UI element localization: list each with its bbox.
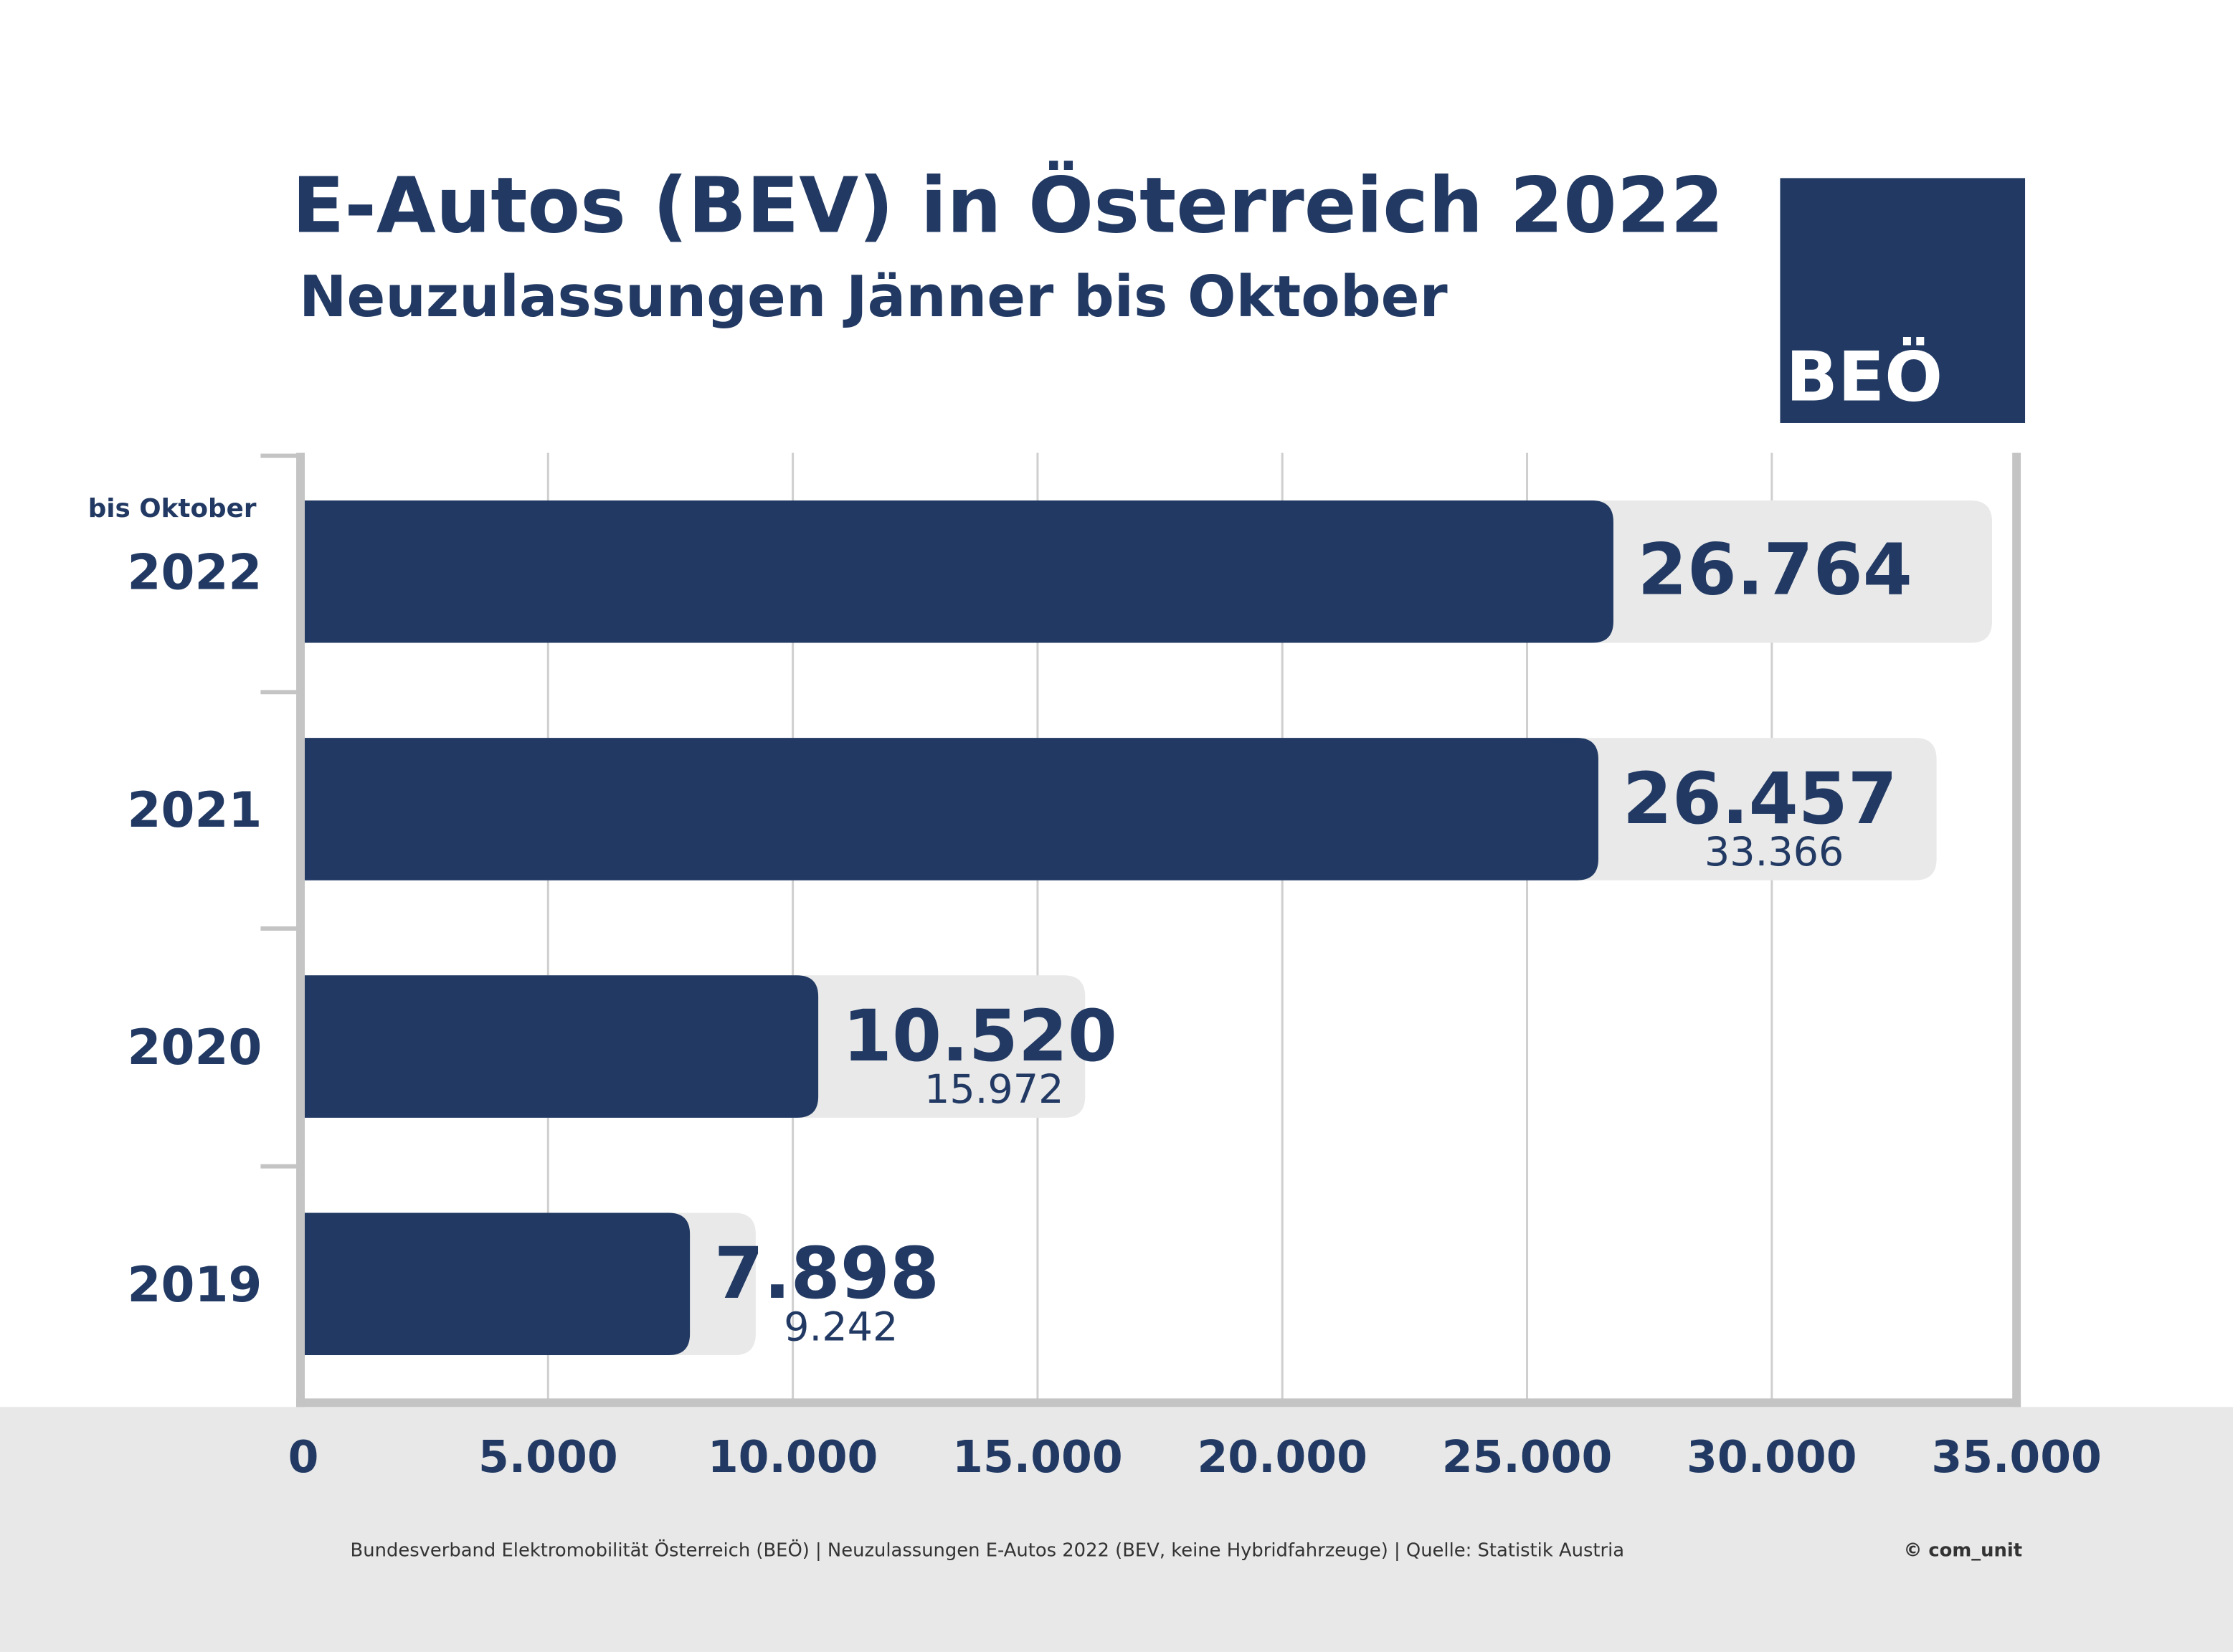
value-label-secondary: 9.242 — [784, 1304, 898, 1350]
labels: 0 5.000 10.000 15.000 20.000 25.000 30.000 35.0… — [127, 529, 2101, 1483]
bar — [300, 975, 819, 1118]
y-tick-label: 2019 — [127, 1256, 262, 1313]
x-tick-label: 0 — [288, 1431, 319, 1483]
bar — [300, 1212, 691, 1356]
x-tick-label: 20.000 — [1197, 1431, 1367, 1483]
chart-title: E-Autos (BEV) in Österreich 2022 — [292, 161, 1724, 250]
y-tick-label: 2020 — [127, 1019, 262, 1076]
x-tick-label: 30.000 — [1687, 1431, 1857, 1483]
chart-subtitle: Neuzulassungen Jänner bis Oktober — [299, 263, 1448, 330]
value-label: 10.520 — [843, 995, 1117, 1078]
logo: BEÖ — [1786, 336, 1943, 417]
bars — [300, 500, 1993, 1356]
credit: © com_unit — [1904, 1539, 2022, 1561]
value-label: 7.898 — [714, 1233, 939, 1315]
x-tick-label: 5.000 — [478, 1431, 618, 1483]
x-tick-label: 25.000 — [1442, 1431, 1613, 1483]
logo-box — [1780, 178, 2026, 423]
x-tick-label: 15.000 — [952, 1431, 1123, 1483]
bar — [300, 500, 1613, 643]
bar — [300, 738, 1598, 880]
value-label: 26.764 — [1638, 529, 1912, 612]
x-tick-label: 10.000 — [708, 1431, 878, 1483]
value-label-secondary: 15.972 — [924, 1066, 1064, 1113]
value-label-secondary: 33.366 — [1705, 829, 1844, 875]
annotation: bis Oktober — [88, 494, 257, 523]
footer-band — [0, 1407, 2233, 1652]
x-tick-label: 35.000 — [1931, 1431, 2102, 1483]
value-label: 26.457 — [1623, 758, 1897, 840]
footer: Bundesverband Elektromobilität Österreic… — [351, 1538, 1625, 1561]
y-tick-label: 2022 — [127, 544, 262, 601]
y-tick-label: 2021 — [127, 782, 262, 838]
frame — [260, 452, 2021, 1407]
